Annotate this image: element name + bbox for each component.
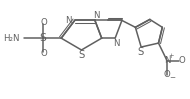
Text: N: N bbox=[65, 16, 71, 25]
Text: −: − bbox=[169, 75, 175, 81]
Text: O: O bbox=[40, 18, 47, 27]
Text: S: S bbox=[78, 50, 85, 60]
Text: O: O bbox=[40, 49, 47, 58]
Text: +: + bbox=[168, 53, 174, 59]
Text: O: O bbox=[178, 56, 185, 65]
Text: S: S bbox=[40, 33, 46, 43]
Text: S: S bbox=[137, 47, 143, 57]
Text: N: N bbox=[93, 11, 99, 20]
Text: H₂N: H₂N bbox=[3, 34, 20, 43]
Text: O: O bbox=[164, 70, 171, 79]
Text: N: N bbox=[113, 39, 119, 48]
Text: N: N bbox=[164, 56, 170, 65]
